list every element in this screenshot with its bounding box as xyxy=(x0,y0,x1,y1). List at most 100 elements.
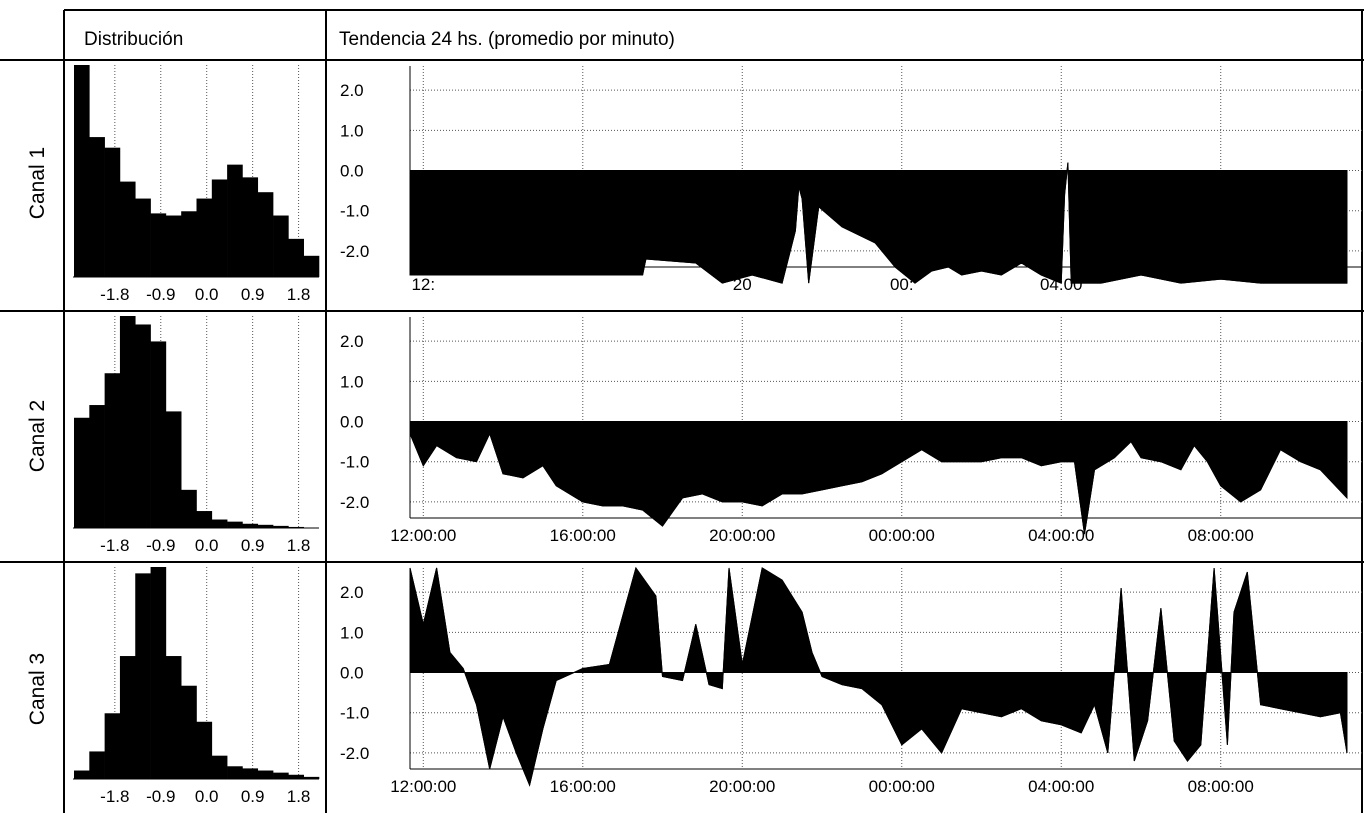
histogram-tick-label: -0.9 xyxy=(146,787,175,806)
histogram-tick-label: -1.8 xyxy=(100,787,129,806)
histogram-bar xyxy=(242,768,259,779)
trend-x-tick-label: 20 xyxy=(733,275,752,294)
histogram-bar xyxy=(273,525,289,528)
trend-x-tick-label: 20:00:00 xyxy=(709,526,775,545)
header-trend: Tendencia 24 hs. (promedio por minuto) xyxy=(339,29,675,50)
trend-y-tick-label: 1.0 xyxy=(340,372,364,391)
histogram-bar xyxy=(89,751,105,779)
histogram-canal-3: -1.8 -0.9 0.0 0.9 1.8 xyxy=(73,567,320,806)
histogram-tick-label: 1.8 xyxy=(287,285,311,304)
histogram-bar xyxy=(196,198,213,277)
histogram-bar xyxy=(119,181,136,277)
histogram-bar xyxy=(89,405,105,528)
histogram-bar xyxy=(119,316,136,528)
trend-y-tick-label: 0.0 xyxy=(340,413,364,432)
histogram-tick-label: 0.0 xyxy=(195,285,219,304)
trend-x-tick-label: 08:00:00 xyxy=(1188,526,1254,545)
histogram-bar xyxy=(242,523,259,528)
histogram-bar xyxy=(135,198,151,277)
histogram-bar xyxy=(150,341,167,528)
row-label-canal-3: Canal 3 xyxy=(26,652,49,726)
histogram-bar xyxy=(135,324,151,528)
histogram-bar xyxy=(211,179,228,277)
histogram-tick-label: 0.0 xyxy=(195,536,219,555)
trend-x-tick-label: 04:00 xyxy=(1040,275,1083,294)
histogram-bar xyxy=(303,255,320,277)
histogram-bar xyxy=(104,713,121,779)
histogram-tick-label: -0.9 xyxy=(146,536,175,555)
trend-chart-canal-3: 2.0 1.0 0.0 -1.0 -2.0 12:00:00 16:00:00 20:00:0… xyxy=(340,566,1362,796)
histogram-bar xyxy=(181,685,197,779)
trend-y-tick-label: -1.0 xyxy=(340,202,369,221)
trend-x-tick-label: 00:00:00 xyxy=(869,777,935,796)
histogram-tick-label: -0.9 xyxy=(146,285,175,304)
histogram-bar xyxy=(257,192,274,277)
trend-x-tick-label: 04:00:00 xyxy=(1028,777,1094,796)
histogram-bar xyxy=(165,656,182,779)
histogram-bar xyxy=(150,567,167,779)
trend-y-tick-label: -2.0 xyxy=(340,744,369,763)
row-label-canal-2: Canal 2 xyxy=(26,399,49,473)
histogram-canal-1: -1.8 -0.9 0.0 0.9 1.8 xyxy=(73,65,320,304)
histogram-bar xyxy=(181,211,197,277)
trend-y-tick-label: 0.0 xyxy=(340,162,364,181)
trend-x-tick-label: 16:00:00 xyxy=(550,526,616,545)
trend-x-tick-label: 12: xyxy=(411,275,435,294)
histogram-bar xyxy=(104,373,121,528)
header-distribution: Distribución xyxy=(84,29,184,50)
histogram-bar xyxy=(288,526,304,528)
trend-line xyxy=(409,432,1348,535)
row-label-canal-1: Canal 1 xyxy=(26,146,49,220)
histogram-bar xyxy=(196,511,213,528)
histogram-tick-label: 1.8 xyxy=(287,536,311,555)
histogram-bar xyxy=(74,770,90,779)
histogram-bar xyxy=(135,573,151,779)
histogram-tick-label: 0.9 xyxy=(241,285,265,304)
trend-y-tick-label: -1.0 xyxy=(340,453,369,472)
trend-y-tick-label: 2.0 xyxy=(340,81,364,100)
histogram-bar xyxy=(211,755,228,779)
histogram-bar xyxy=(288,238,304,277)
trend-x-tick-label: 16:00:00 xyxy=(550,777,616,796)
histogram-bar xyxy=(181,489,197,528)
histogram-bar xyxy=(227,164,243,277)
trend-x-tick-label: 12:00:00 xyxy=(390,526,456,545)
trend-y-tick-label: 2.0 xyxy=(340,332,364,351)
histogram-tick-label: 0.9 xyxy=(241,536,265,555)
histogram-bar xyxy=(89,137,105,277)
trend-chart-canal-1: 2.0 1.0 0.0 -1.0 -2.0 12: 20 00: 04:00 xyxy=(340,66,1362,294)
histogram-tick-label: -1.8 xyxy=(100,285,129,304)
trend-y-tick-label: -2.0 xyxy=(340,242,369,261)
histogram-bar xyxy=(227,521,243,528)
trend-y-tick-label: -1.0 xyxy=(340,704,369,723)
trend-y-tick-label: -2.0 xyxy=(340,493,369,512)
trend-x-tick-label: 20:00:00 xyxy=(709,777,775,796)
histogram-bar xyxy=(227,766,243,779)
trend-x-tick-label: 00: xyxy=(890,275,914,294)
histogram-bar xyxy=(303,776,320,779)
histogram-bar xyxy=(104,147,121,277)
histogram-bar xyxy=(273,772,289,779)
trend-y-tick-label: 1.0 xyxy=(340,121,364,140)
trend-x-tick-label: 04:00:00 xyxy=(1028,526,1094,545)
histogram-bar xyxy=(165,411,182,528)
histogram-bar xyxy=(211,519,228,528)
histogram-bar xyxy=(257,524,274,528)
trend-line xyxy=(409,566,1348,787)
histogram-bar xyxy=(288,774,304,779)
trend-x-tick-label: 08:00:00 xyxy=(1188,777,1254,796)
histogram-bar xyxy=(74,65,90,277)
trend-area xyxy=(409,162,1348,284)
histogram-bar xyxy=(196,721,213,779)
histogram-bar xyxy=(165,215,182,277)
trend-line xyxy=(410,162,1347,284)
histogram-tick-label: 0.0 xyxy=(195,787,219,806)
histogram-tick-label: 1.8 xyxy=(287,787,311,806)
histogram-bar xyxy=(273,215,289,277)
trend-y-tick-label: 1.0 xyxy=(340,623,364,642)
histogram-bar xyxy=(74,417,90,528)
histogram-canal-2: -1.8 -0.9 0.0 0.9 1.8 xyxy=(73,316,319,555)
trend-y-tick-label: 2.0 xyxy=(340,583,364,602)
